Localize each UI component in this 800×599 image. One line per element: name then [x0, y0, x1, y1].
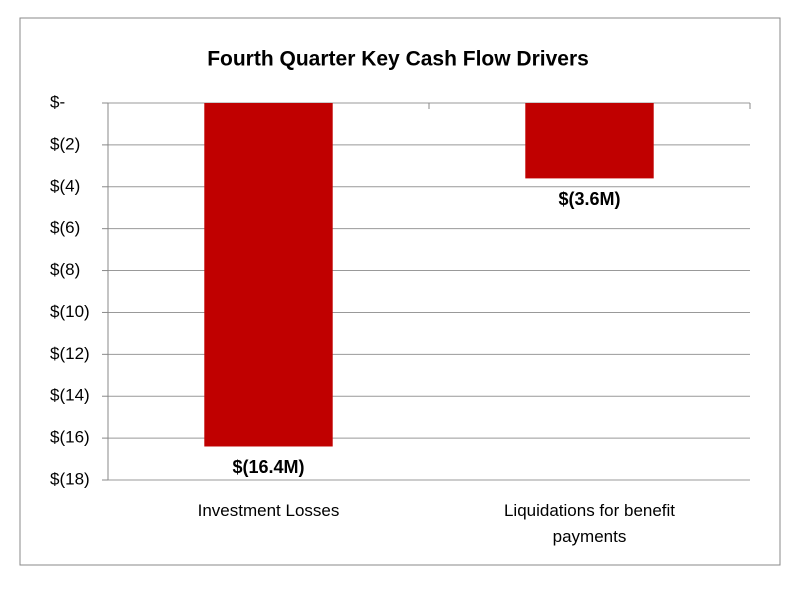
y-tick-label: $(18): [50, 469, 90, 488]
y-tick-label: $(12): [50, 344, 90, 363]
data-label: $(3.6M): [558, 189, 620, 209]
y-tick-label: $-: [50, 92, 65, 111]
y-tick-label: $(2): [50, 134, 80, 153]
bar: [525, 103, 654, 179]
x-tick-label: Investment Losses: [197, 501, 340, 520]
y-tick-label: $(16): [50, 428, 90, 447]
chart-title: Fourth Quarter Key Cash Flow Drivers: [207, 48, 589, 71]
y-tick-label: $(8): [50, 260, 80, 279]
data-label: $(16.4M): [232, 457, 304, 477]
y-tick-label: $(6): [50, 218, 80, 237]
y-tick-label: $(14): [50, 386, 90, 405]
y-tick-label: $(10): [50, 302, 90, 321]
chart-frame: [19, 17, 781, 566]
y-tick-label: $(4): [50, 176, 80, 195]
bar: [204, 103, 333, 447]
x-tick-label: Liquidations for benefit payments: [503, 501, 676, 546]
